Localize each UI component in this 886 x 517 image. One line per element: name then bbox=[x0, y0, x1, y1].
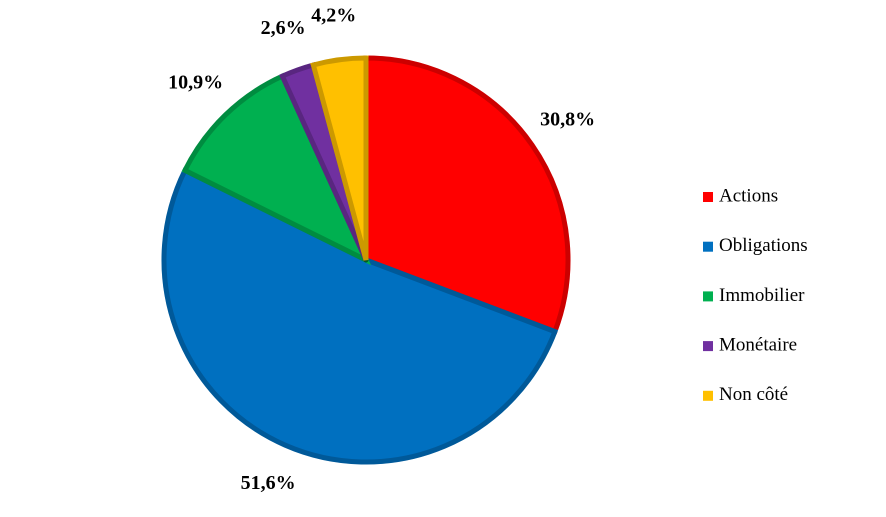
legend-label: Monétaire bbox=[719, 334, 797, 355]
data-label: 4,2% bbox=[311, 5, 356, 27]
legend-swatch bbox=[703, 341, 713, 352]
pie-slice bbox=[181, 72, 372, 266]
legend-swatch bbox=[703, 390, 713, 401]
legend-label: Obligations bbox=[719, 235, 808, 256]
legend-label: Actions bbox=[719, 185, 778, 206]
data-label: 2,6% bbox=[261, 17, 306, 39]
slice-edge bbox=[310, 55, 369, 263]
pie-slice bbox=[363, 55, 571, 335]
legend-label: Non côté bbox=[719, 384, 788, 405]
legend-label: Immobilier bbox=[719, 285, 805, 306]
pie-slice bbox=[310, 55, 369, 261]
legend-swatch bbox=[703, 291, 713, 302]
pie-slice bbox=[161, 167, 559, 465]
data-label: 30,8% bbox=[540, 108, 595, 130]
legend-swatch bbox=[703, 241, 713, 252]
data-label: 10,9% bbox=[168, 72, 223, 94]
data-label: 51,6% bbox=[241, 472, 296, 494]
legend-swatch bbox=[703, 192, 713, 202]
slice-edge bbox=[363, 55, 571, 335]
slice-edge bbox=[161, 167, 558, 465]
slice-edge bbox=[182, 73, 369, 263]
